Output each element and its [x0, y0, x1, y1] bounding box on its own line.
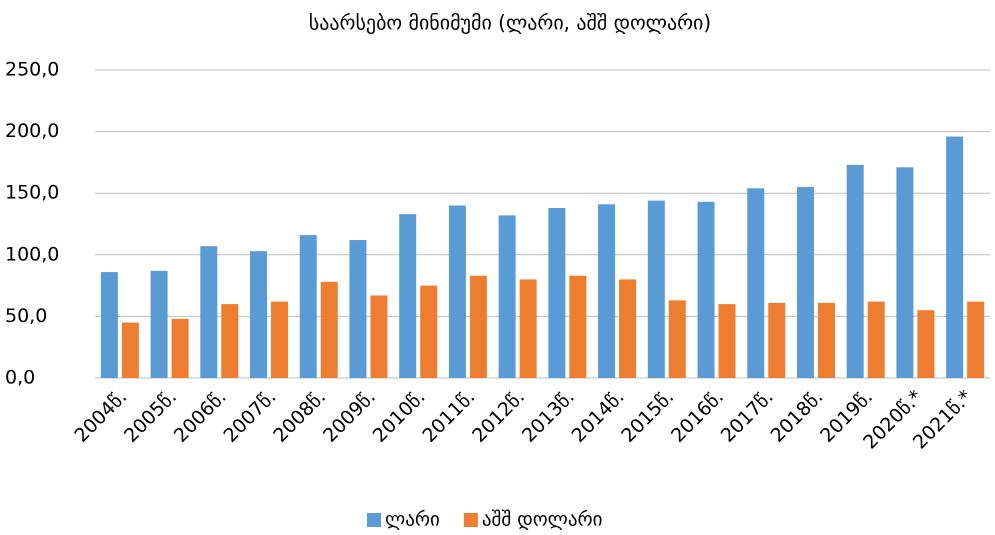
bar: [867, 301, 885, 378]
bar: [598, 204, 616, 378]
bar: [668, 300, 686, 378]
bar: [817, 302, 835, 378]
x-tick-label: 2016წ.: [667, 386, 728, 447]
bar: [121, 322, 139, 378]
legend-label: ლარი: [385, 509, 440, 531]
x-tick-label: 2017წ.: [717, 386, 778, 447]
x-tick-label: 2004წ.: [70, 386, 131, 447]
bar: [967, 301, 985, 378]
legend-swatch: [463, 513, 478, 527]
bar: [768, 302, 786, 378]
bar: [200, 246, 218, 378]
bar: [399, 214, 417, 378]
legend-label: აშშ დოლარი: [482, 509, 603, 531]
bar: [917, 310, 935, 378]
x-tick-label: 2006წ.: [170, 386, 231, 447]
chart-title: საარსებო მინიმუმი (ლარი, აშშ დოლარი): [309, 11, 711, 35]
bar: [448, 205, 466, 378]
bar: [349, 240, 367, 378]
bar: [697, 201, 715, 378]
x-tick-label: 2005წ.: [120, 386, 181, 447]
x-tick-label: 2007წ.: [219, 386, 280, 447]
legend-swatch: [367, 513, 381, 527]
bar: [221, 304, 239, 378]
bar: [548, 207, 566, 378]
bar: [498, 215, 516, 378]
bar: [846, 164, 864, 378]
y-tick-label: 0,0: [5, 367, 35, 389]
x-tick-label: 2010წ.: [369, 386, 430, 447]
bar: [370, 295, 388, 378]
x-tick-label: 2014წ.: [568, 386, 629, 447]
y-tick-label: 200,0: [5, 120, 59, 142]
x-tick-label: 2015წ.: [617, 386, 678, 447]
y-tick-label: 50,0: [5, 305, 47, 327]
bar: [469, 275, 487, 378]
bar: [420, 285, 438, 378]
bar: [896, 167, 914, 378]
bar: [299, 235, 317, 378]
bar: [519, 279, 537, 378]
x-tick-label: 2013წ.: [518, 386, 579, 447]
y-tick-label: 100,0: [5, 243, 59, 265]
y-tick-label: 250,0: [5, 59, 59, 81]
y-tick-label: 150,0: [5, 182, 59, 204]
bar: [569, 275, 587, 378]
bar: [271, 301, 289, 378]
bar: [100, 272, 118, 378]
x-tick-label: 2018წ.: [766, 386, 827, 447]
bar: [150, 270, 168, 378]
bar: [171, 318, 189, 378]
bar: [320, 281, 338, 378]
bar: [796, 187, 814, 378]
x-tick-label: 2008წ.: [269, 386, 330, 447]
x-tick-label: 2011წ.: [418, 386, 479, 447]
x-tick-label: 2009წ.: [319, 386, 380, 447]
x-tick-label: 2012წ.: [468, 386, 529, 447]
bar: [747, 188, 765, 378]
bar: [250, 251, 268, 378]
bar: [718, 304, 736, 378]
bar: [619, 279, 637, 378]
bar: [946, 136, 964, 378]
bar: [647, 200, 665, 378]
